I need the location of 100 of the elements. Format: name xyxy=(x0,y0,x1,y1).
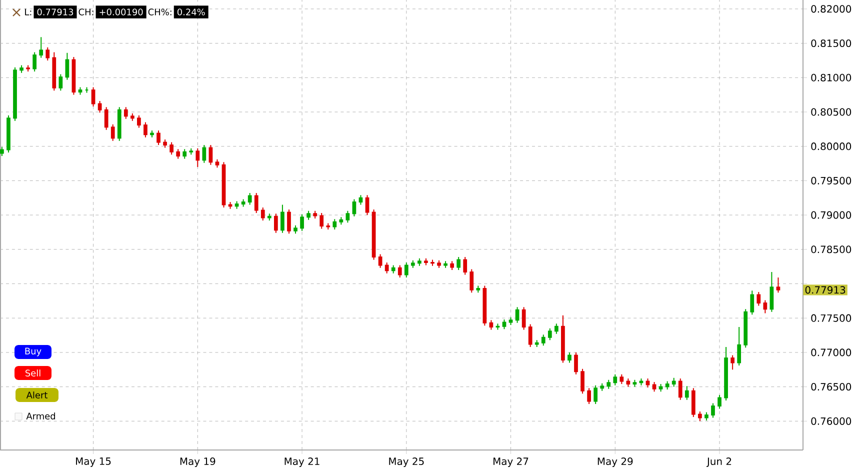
candlestick xyxy=(46,46,50,61)
x-tick-label: May 19 xyxy=(180,458,216,467)
candlestick xyxy=(561,314,565,364)
candlestick xyxy=(770,272,774,312)
candlestick xyxy=(130,112,134,122)
x-tick-label: May 29 xyxy=(598,458,633,467)
candlestick xyxy=(574,352,578,375)
candlestick xyxy=(339,216,344,226)
candlestick xyxy=(0,146,4,156)
y-tick-label: 0.80000 xyxy=(811,142,852,150)
candlestick xyxy=(737,326,742,366)
candlestick xyxy=(554,323,558,334)
candlestick xyxy=(476,285,480,294)
candlestick xyxy=(267,213,272,222)
candlestick xyxy=(241,198,246,208)
candlestick xyxy=(548,328,552,341)
candlestick xyxy=(144,122,148,138)
candlestick xyxy=(502,318,506,330)
annotation: L: xyxy=(25,8,32,16)
candlestick xyxy=(170,142,174,156)
candlestick xyxy=(600,382,604,392)
candlestick xyxy=(274,213,278,234)
candlestick xyxy=(32,52,37,72)
candlestick xyxy=(313,210,318,219)
candlestick xyxy=(632,379,637,388)
annotation: Buy xyxy=(25,348,42,356)
y-tick-label: 0.79500 xyxy=(811,176,852,184)
y-tick-label: 0.76000 xyxy=(811,417,852,425)
y-tick-label: 0.77500 xyxy=(811,314,852,322)
candlestick xyxy=(306,210,310,220)
candlestick xyxy=(182,148,187,160)
candlestick xyxy=(587,388,591,404)
candlestick xyxy=(450,260,454,270)
candlestick xyxy=(489,320,494,330)
candlestick xyxy=(718,394,722,410)
candlestick xyxy=(320,212,324,230)
annotation: Armed xyxy=(26,412,55,420)
candlestick xyxy=(430,259,434,266)
candlestick xyxy=(744,308,748,348)
x-tick-label: May 21 xyxy=(284,458,320,467)
annotation: CH: xyxy=(78,8,94,16)
candlestick xyxy=(384,262,389,274)
candlestick xyxy=(646,378,650,388)
candlestick xyxy=(724,346,728,402)
candlestick xyxy=(684,386,689,400)
candlestick xyxy=(156,130,160,146)
candlestick xyxy=(534,340,539,348)
candlestick xyxy=(104,106,108,130)
candlestick xyxy=(234,200,239,210)
candlestick xyxy=(150,130,154,138)
candlestick xyxy=(444,260,448,268)
candlestick xyxy=(410,260,415,268)
candlestick xyxy=(470,268,474,294)
candlestick xyxy=(437,260,441,268)
y-tick-label: 0.77000 xyxy=(811,348,852,356)
candlestick xyxy=(730,354,734,370)
candlestick xyxy=(658,384,663,392)
candlestick xyxy=(704,412,708,421)
candlestick xyxy=(20,64,24,74)
candlestick xyxy=(418,258,422,266)
annotation: +0.00190 xyxy=(100,8,143,16)
y-tick-label: 0.79000 xyxy=(811,211,852,219)
candlestick xyxy=(110,124,115,142)
candlestick xyxy=(280,204,284,234)
candlestick xyxy=(404,262,408,278)
candlestick xyxy=(594,384,598,404)
candlestick xyxy=(580,368,584,394)
candlestick xyxy=(300,214,304,232)
candlestick xyxy=(332,218,337,230)
annotation: Sell xyxy=(26,370,40,376)
candlestick xyxy=(626,378,630,388)
y-tick-label: 0.78500 xyxy=(811,246,852,254)
candlestick xyxy=(254,192,258,214)
annotation: CH%: xyxy=(148,8,172,16)
candlestick xyxy=(756,291,761,306)
candlestick xyxy=(189,148,194,156)
candlestick xyxy=(424,258,428,266)
candlestick xyxy=(287,209,291,234)
x-tick-label: May 15 xyxy=(76,458,111,467)
text: 0.77913 xyxy=(805,286,846,294)
candlestick xyxy=(346,210,350,224)
candlestick xyxy=(326,222,330,230)
candlestick xyxy=(541,334,546,346)
candlestick xyxy=(98,100,102,114)
y-tick-label: 0.81000 xyxy=(811,74,852,82)
y-tick-label: 0.81500 xyxy=(811,39,852,48)
candlestick xyxy=(13,66,17,122)
candlestick xyxy=(248,192,252,206)
candlestick xyxy=(665,380,670,390)
candlestick xyxy=(6,114,10,154)
annotation: 0.24% xyxy=(177,8,205,16)
candlestick xyxy=(678,378,682,400)
x-tick-label: May 27 xyxy=(494,458,528,467)
candlestick xyxy=(228,201,232,210)
candlestick xyxy=(78,86,82,96)
candlestick xyxy=(163,138,167,148)
candlestick xyxy=(763,300,768,314)
candlestick xyxy=(508,316,513,326)
candlestick xyxy=(84,86,89,94)
y-tick-label: 0.76500 xyxy=(811,383,852,391)
